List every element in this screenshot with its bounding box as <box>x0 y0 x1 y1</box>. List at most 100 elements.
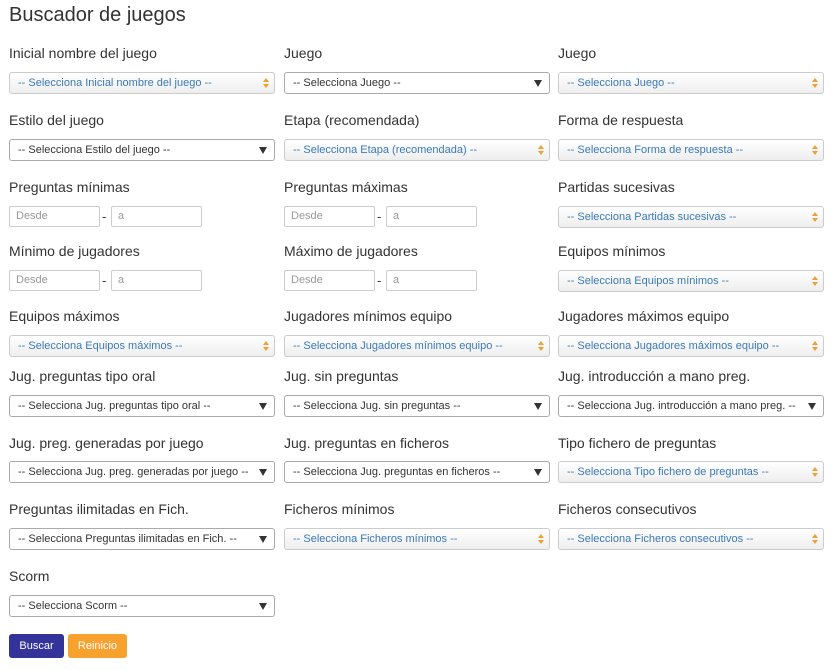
dropdown-arrow-down <box>812 473 818 477</box>
select-text: -- Selecciona Tipo fichero de preguntas … <box>567 466 769 478</box>
dropdown-arrow-up <box>812 145 818 149</box>
dropdown-arrow <box>534 469 542 476</box>
field-label: Inicial nombre del juego <box>9 45 157 61</box>
select[interactable]: -- Selecciona Jugadores máximos equipo -… <box>558 335 824 357</box>
dropdown-arrow-up <box>812 341 818 345</box>
select[interactable]: -- Selecciona Ficheros consecutivos -- <box>558 528 824 550</box>
select[interactable]: -- Selecciona Jugadores mínimos equipo -… <box>284 335 550 357</box>
select[interactable]: -- Selecciona Scorm -- <box>9 595 275 617</box>
field-label: Juego <box>558 45 597 61</box>
select[interactable]: -- Selecciona Inicial nombre del juego -… <box>9 72 275 94</box>
dropdown-arrow-down <box>812 218 818 222</box>
dropdown-arrow <box>259 403 267 410</box>
dropdown-arrow-up <box>812 276 818 280</box>
field-label: Jugadores mínimos equipo <box>284 308 453 324</box>
field-label: Juego <box>284 45 323 61</box>
dropdown-arrow-down <box>263 84 269 88</box>
page-title: Buscador de juegos <box>9 4 186 26</box>
select[interactable]: -- Selecciona Etapa (recomendada) -- <box>284 139 550 161</box>
dropdown-arrow-down <box>812 84 818 88</box>
range-to-input[interactable]: a <box>111 206 202 227</box>
dropdown-arrow-down <box>812 151 818 155</box>
select-text: -- Selecciona Forma de respuesta -- <box>567 144 744 156</box>
dropdown-arrow-down <box>538 347 544 351</box>
dropdown-arrow-down <box>263 347 269 351</box>
dropdown-arrow <box>259 536 267 543</box>
select[interactable]: -- Selecciona Jug. preguntas tipo oral -… <box>9 395 275 417</box>
field-label: Jug. preguntas tipo oral <box>9 368 156 384</box>
dropdown-arrow-up <box>538 534 544 538</box>
select-text: -- Selecciona Juego -- <box>293 77 401 89</box>
select-text: -- Selecciona Etapa (recomendada) -- <box>293 144 478 156</box>
select-text: -- Selecciona Estilo del juego -- <box>18 144 171 156</box>
select[interactable]: -- Selecciona Ficheros mínimos -- <box>284 528 550 550</box>
range-from-input[interactable]: Desde <box>284 270 375 291</box>
field-label: Máximo de jugadores <box>284 243 418 259</box>
field-label: Forma de respuesta <box>558 112 684 128</box>
select-text: -- Selecciona Scorm -- <box>18 600 128 612</box>
field-label: Jugadores máximos equipo <box>558 308 730 324</box>
field-label: Jug. introducción a mano preg. <box>558 368 751 384</box>
select[interactable]: -- Selecciona Jug. sin preguntas -- <box>284 395 550 417</box>
select[interactable]: -- Selecciona Jug. preg. generadas por j… <box>9 461 275 483</box>
dropdown-arrow-up <box>812 534 818 538</box>
select[interactable]: -- Selecciona Jug. introducción a mano p… <box>558 395 824 417</box>
button[interactable]: Buscar <box>9 634 64 658</box>
field-label: Estilo del juego <box>9 112 104 128</box>
range-to-input[interactable]: a <box>386 206 477 227</box>
dropdown-arrow <box>259 469 267 476</box>
select-text: -- Selecciona Jugadores mínimos equipo -… <box>293 340 503 352</box>
field-label: Jug. sin preguntas <box>284 368 399 384</box>
select[interactable]: -- Selecciona Estilo del juego -- <box>9 139 275 161</box>
range-from-input[interactable]: Desde <box>9 270 100 291</box>
select[interactable]: -- Selecciona Preguntas ilimitadas en Fi… <box>9 528 275 550</box>
select[interactable]: -- Selecciona Tipo fichero de preguntas … <box>558 461 824 483</box>
dropdown-arrow-up <box>812 212 818 216</box>
select-text: -- Selecciona Partidas sucesivas -- <box>567 211 737 223</box>
select-text: -- Selecciona Ficheros consecutivos -- <box>567 533 754 545</box>
select-text: -- Selecciona Inicial nombre del juego -… <box>18 77 212 89</box>
field-label: Tipo fichero de preguntas <box>558 435 717 451</box>
button[interactable]: Reinicio <box>68 634 127 658</box>
select-text: -- Selecciona Ficheros mínimos -- <box>293 533 458 545</box>
field-label: Partidas sucesivas <box>558 179 675 195</box>
dropdown-arrow <box>259 603 267 610</box>
dropdown-arrow-down <box>812 347 818 351</box>
range-separator: - <box>377 273 382 288</box>
select[interactable]: -- Selecciona Juego -- <box>558 72 824 94</box>
range-from-input[interactable]: Desde <box>9 206 100 227</box>
range-separator: - <box>102 273 107 288</box>
select-text: -- Selecciona Juego -- <box>567 77 675 89</box>
field-label: Equipos máximos <box>9 308 120 324</box>
dropdown-arrow-up <box>538 145 544 149</box>
select[interactable]: -- Selecciona Jug. preguntas en ficheros… <box>284 461 550 483</box>
range-to-input[interactable]: a <box>111 270 202 291</box>
select[interactable]: -- Selecciona Equipos mínimos -- <box>558 270 824 292</box>
dropdown-arrow-down <box>812 282 818 286</box>
select-text: -- Selecciona Jug. preguntas en ficheros… <box>293 466 501 478</box>
select[interactable]: -- Selecciona Partidas sucesivas -- <box>558 206 824 228</box>
dropdown-arrow-down <box>538 540 544 544</box>
dropdown-arrow <box>534 80 542 87</box>
select-text: -- Selecciona Preguntas ilimitadas en Fi… <box>18 533 237 545</box>
range-separator: - <box>102 209 107 224</box>
field-label: Mínimo de jugadores <box>9 243 140 259</box>
select[interactable]: -- Selecciona Juego -- <box>284 72 550 94</box>
field-label: Jug. preg. generadas por juego <box>9 435 204 451</box>
dropdown-arrow-up <box>538 341 544 345</box>
field-label: Preguntas ilimitadas en Fich. <box>9 501 189 517</box>
dropdown-arrow-down <box>538 151 544 155</box>
field-label: Equipos mínimos <box>558 243 666 259</box>
select-text: -- Selecciona Jugadores máximos equipo -… <box>567 340 780 352</box>
range-to-input[interactable]: a <box>386 270 477 291</box>
select[interactable]: -- Selecciona Forma de respuesta -- <box>558 139 824 161</box>
select-text: -- Selecciona Jug. preguntas tipo oral -… <box>18 400 211 412</box>
select[interactable]: -- Selecciona Equipos máximos -- <box>9 335 275 357</box>
dropdown-arrow <box>259 147 267 154</box>
dropdown-arrow-down <box>812 540 818 544</box>
field-label: Etapa (recomendada) <box>284 112 420 128</box>
range-from-input[interactable]: Desde <box>284 206 375 227</box>
select-text: -- Selecciona Jug. introducción a mano p… <box>567 400 796 412</box>
dropdown-arrow-up <box>812 78 818 82</box>
